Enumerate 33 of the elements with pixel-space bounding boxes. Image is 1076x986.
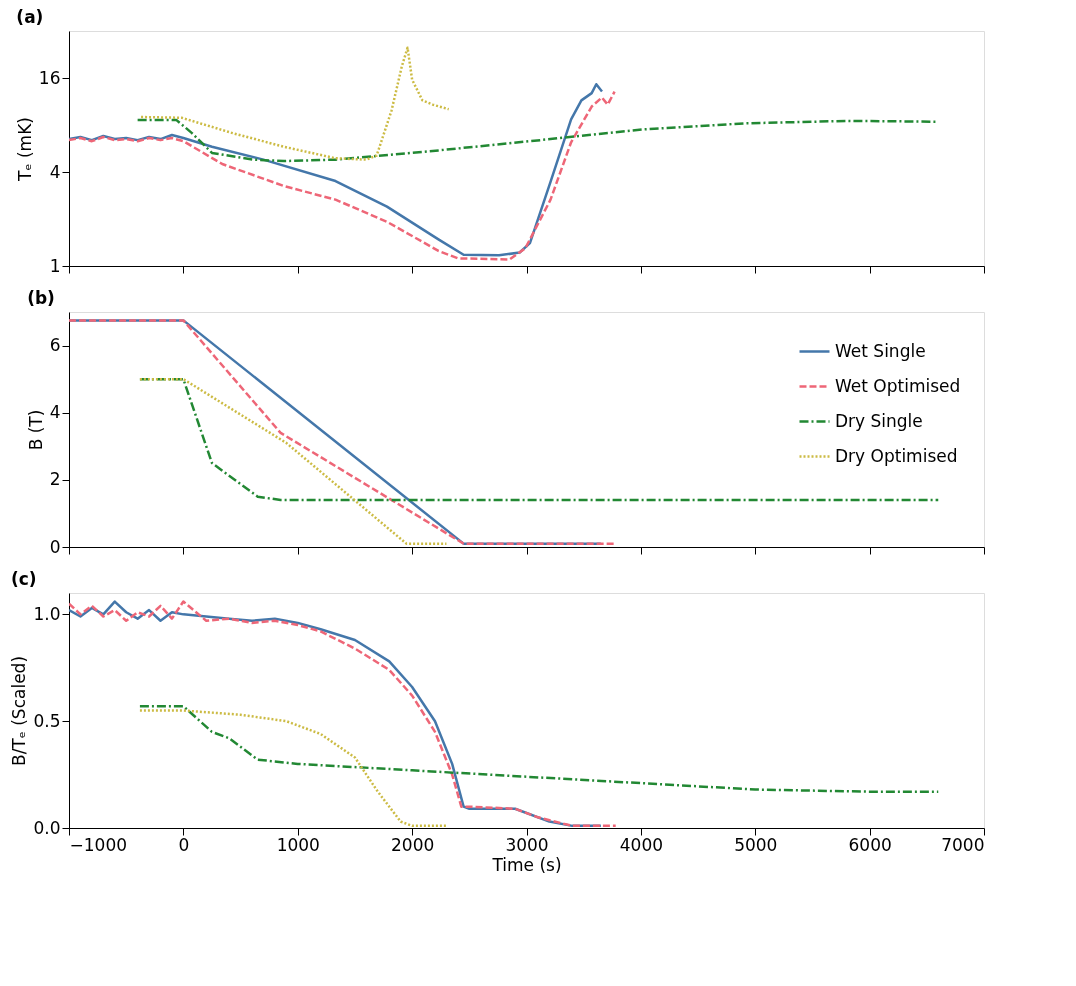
y-axis-title: B/Tₑ (Scaled): [9, 655, 30, 767]
legend-label: Wet Optimised: [835, 375, 961, 396]
y-tick-label: 4: [49, 402, 61, 423]
line-series: [138, 709, 448, 828]
line-series: [139, 46, 450, 161]
y-axis-title: Tₑ (mK): [14, 117, 35, 182]
x-tick-label: 5000: [734, 834, 778, 855]
chart-title: (c): [10, 569, 37, 589]
legend-label: Dry Optimised: [835, 445, 958, 466]
chart-title: (a): [16, 7, 44, 27]
x-tick-label: −1000: [69, 834, 128, 855]
legend-label: Wet Single: [835, 340, 926, 361]
legend-label: Dry Single: [835, 410, 923, 431]
y-axis-title: B (T): [25, 409, 46, 451]
y-tick-label: 0.0: [33, 817, 61, 838]
x-tick-label: 0: [178, 834, 190, 855]
x-tick-label: 1000: [276, 834, 320, 855]
x-tick-label: 3000: [505, 834, 549, 855]
y-tick-label: 1.0: [33, 603, 61, 624]
y-tick-label: 4: [49, 161, 61, 182]
x-tick-label: 4000: [619, 834, 664, 855]
y-tick-label: 16: [38, 67, 61, 88]
line-series: [138, 704, 940, 793]
x-tick-label: 6000: [848, 834, 892, 855]
y-tick-label: 6: [49, 335, 61, 356]
y-tick-label: 0.5: [33, 710, 61, 731]
chart-title: (b): [27, 288, 55, 308]
x-tick-label: 7000: [941, 834, 985, 855]
y-tick-label: 0: [49, 536, 61, 557]
y-tick-label: 2: [49, 469, 61, 490]
x-tick-label: 2000: [390, 834, 435, 855]
y-tick-label: 1: [49, 255, 61, 276]
x-axis-title: Time (s): [491, 854, 562, 875]
